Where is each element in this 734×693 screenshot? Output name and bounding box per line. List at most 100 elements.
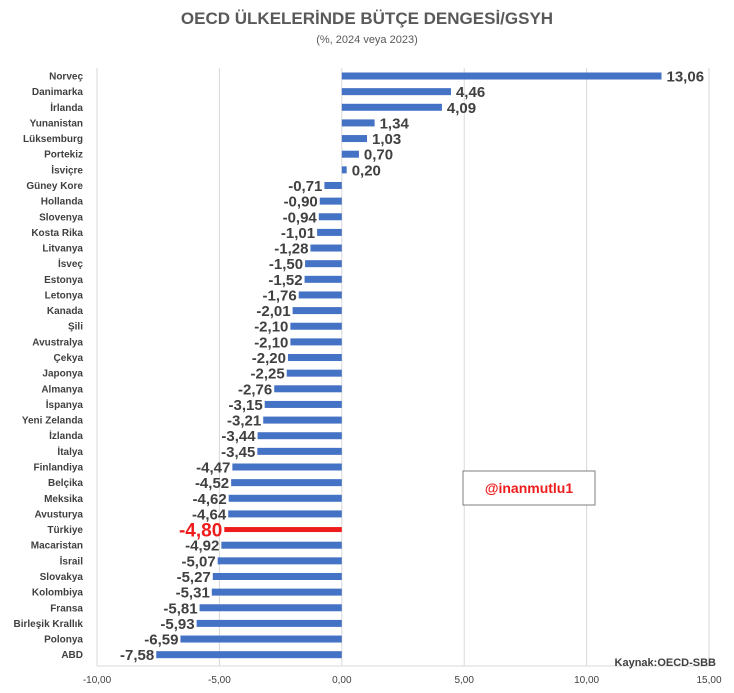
bar — [290, 338, 342, 346]
category-label: Letonya — [45, 290, 84, 301]
category-label: Çekya — [54, 353, 84, 364]
value-label: -4,92 — [185, 538, 219, 555]
category-label: İsveç — [58, 257, 83, 270]
category-label: İtalya — [57, 445, 83, 458]
bar — [341, 166, 347, 174]
bar — [324, 181, 342, 189]
category-label: Avusturya — [34, 509, 83, 520]
value-label: -7,58 — [120, 647, 154, 664]
value-label: -4,47 — [196, 460, 230, 477]
value-label: -0,90 — [284, 194, 318, 211]
category-label: İzlanda — [49, 429, 83, 442]
value-label: -3,21 — [227, 413, 261, 430]
bar — [298, 291, 342, 299]
category-label: Türkiye — [47, 525, 83, 536]
x-tick-label: 15,00 — [696, 675, 721, 686]
category-label: Estonya — [44, 275, 83, 286]
bar — [318, 213, 342, 221]
x-tick-label: -10,00 — [83, 675, 112, 686]
x-axis-ticks: -10,00 -5,00 0,00 5,00 10,00 15,00 — [83, 675, 722, 686]
category-label: Macaristan — [31, 541, 83, 552]
value-label: -4,62 — [192, 491, 226, 508]
value-label: -1,28 — [274, 241, 308, 258]
category-label: Polonya — [44, 635, 83, 646]
value-label: -5,27 — [177, 569, 211, 586]
value-label: -2,76 — [238, 381, 272, 398]
category-label: Danimarka — [32, 87, 84, 98]
category-label: Slovakya — [40, 572, 84, 583]
chart-title: OECD ÜLKELERİNDE BÜTÇE DENGESİ/GSYH — [181, 9, 553, 28]
category-label: Lüksemburg — [23, 134, 83, 145]
category-label: Norveç — [49, 72, 83, 83]
bar — [341, 103, 442, 111]
value-label: -3,15 — [228, 397, 262, 414]
category-label: Fransa — [50, 603, 83, 614]
bar — [341, 150, 359, 158]
bar — [232, 463, 342, 471]
bar — [231, 479, 342, 487]
value-label: -1,52 — [268, 272, 302, 289]
value-label: -6,59 — [144, 632, 178, 649]
bar — [317, 228, 342, 236]
category-label: Yunanistan — [30, 118, 83, 129]
x-tick-label: 5,00 — [454, 675, 474, 686]
bar — [196, 619, 342, 627]
bar — [156, 651, 342, 659]
value-label: -1,76 — [263, 287, 297, 304]
watermark-text: @inanmutlu1 — [485, 480, 574, 496]
category-label: İspanya — [46, 398, 84, 411]
value-label: -5,93 — [160, 616, 194, 633]
category-label: Kosta Rika — [31, 228, 83, 239]
bar — [319, 197, 342, 205]
category-label: Hollanda — [41, 197, 84, 208]
bar — [228, 510, 342, 518]
category-label: Japonya — [42, 369, 83, 380]
x-tick-label: 0,00 — [332, 675, 352, 686]
bar — [199, 604, 342, 612]
category-label: Kolombiya — [32, 588, 84, 599]
category-label: ABD — [61, 650, 83, 661]
category-labels: Norveç Danimarka İrlanda Yunanistan Lüksembu… — [14, 72, 84, 662]
value-label: -0,71 — [288, 178, 322, 195]
bar — [228, 494, 342, 502]
bars — [156, 72, 662, 659]
x-tick-label: 10,00 — [574, 675, 599, 686]
value-label: -4,52 — [195, 475, 229, 492]
category-label: Meksika — [44, 494, 83, 505]
category-label: Almanya — [41, 384, 83, 395]
value-label: -5,31 — [176, 585, 210, 602]
bar — [212, 572, 342, 580]
value-labels: 13,064,464,091,341,030,700,20-0,71-0,90-… — [120, 69, 704, 665]
value-label: 0,70 — [364, 147, 393, 164]
category-label: İrlanda — [50, 101, 83, 114]
value-label: -1,50 — [269, 256, 303, 273]
bar — [211, 588, 342, 596]
category-label: Avustralya — [32, 337, 83, 348]
value-label: 13,06 — [667, 69, 705, 86]
bar — [341, 88, 451, 96]
category-label: Slovenya — [39, 212, 83, 223]
category-label: Belçika — [48, 478, 83, 489]
value-label: -2,01 — [256, 303, 290, 320]
bar — [257, 447, 342, 455]
category-label: Finlandiya — [34, 463, 84, 474]
value-label: 0,20 — [352, 162, 381, 179]
bar — [221, 541, 342, 549]
value-label: 4,09 — [447, 100, 476, 117]
bar — [257, 432, 342, 440]
bar — [217, 557, 342, 565]
bar — [341, 119, 375, 127]
value-label: -5,81 — [163, 600, 197, 617]
value-label: 4,46 — [456, 84, 485, 101]
bar — [292, 307, 342, 315]
value-label: -2,10 — [254, 334, 288, 351]
category-label: Güney Kore — [26, 181, 83, 192]
bar — [286, 369, 342, 377]
bar — [263, 416, 342, 424]
category-label: Birleşik Krallık — [14, 619, 84, 630]
source-note: Kaynak:OECD-SBB — [615, 657, 717, 669]
watermark-box — [462, 470, 596, 506]
bar — [305, 260, 342, 268]
category-label: İsviçre — [51, 163, 83, 176]
